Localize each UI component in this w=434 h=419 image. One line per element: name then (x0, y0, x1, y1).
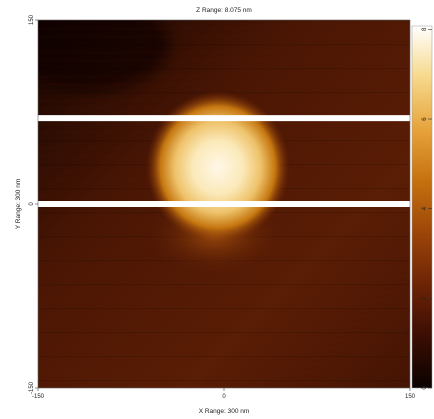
y-axis-title: Y Range: 300 nm (15, 179, 22, 229)
scan-stripe (38, 84, 410, 86)
scan-stripe (38, 276, 410, 278)
scan-stripe (38, 68, 410, 70)
scan-gap-line (38, 115, 410, 122)
scan-stripe (38, 308, 410, 310)
x-tick-label: 0 (222, 394, 226, 400)
y-tick-label: 150 (29, 14, 35, 25)
x-axis-title: X Range: 300 nm (199, 408, 250, 415)
y-tick-label: 0 (29, 202, 35, 206)
scan-gap-lines (38, 115, 410, 207)
scan-stripe (38, 332, 410, 334)
colorbar-ticks: 8 6 4 2 0 (422, 27, 432, 390)
scan-stripe (38, 44, 410, 46)
scan-stripe (38, 76, 410, 78)
scan-gap-line (38, 201, 410, 207)
plot-area (38, 20, 410, 388)
scan-stripe (38, 348, 410, 350)
colorbar-tick-label: 8 (422, 27, 428, 31)
colorbar-tick-label: 6 (422, 117, 428, 121)
dark-region (38, 20, 170, 90)
y-axis-ticks: 150 0 -150 (29, 14, 38, 394)
particle-feature (145, 91, 290, 244)
scan-stripe (38, 380, 410, 382)
scan-stripe (38, 36, 410, 38)
scan-stripe (38, 324, 410, 326)
scan-stripe (38, 356, 410, 358)
scan-stripe (38, 52, 410, 54)
scan-stripe (38, 372, 410, 374)
colorbar: 8 6 4 2 0 (411, 25, 433, 390)
scan-stripe (38, 292, 410, 294)
scan-stripe (38, 60, 410, 62)
colorbar-gradient (411, 25, 433, 389)
scan-stripe (38, 340, 410, 342)
scan-stripe (38, 20, 410, 22)
scan-stripe (38, 284, 410, 286)
x-tick-label: 150 (405, 394, 416, 400)
y-tick-label: -150 (29, 381, 35, 394)
scan-stripe (38, 28, 410, 30)
colorbar-tick-label: 4 (422, 206, 428, 210)
scan-stripe (38, 300, 410, 302)
chart-title: Z Range: 8.075 nm (196, 7, 252, 14)
colorbar-tick-label: 0 (422, 386, 428, 390)
x-axis-ticks: -150 0 150 (32, 388, 416, 400)
scan-stripe (38, 316, 410, 318)
scan-stripe (38, 364, 410, 366)
colorbar-tick-label: 2 (422, 296, 428, 300)
x-tick-label: -150 (32, 394, 45, 400)
